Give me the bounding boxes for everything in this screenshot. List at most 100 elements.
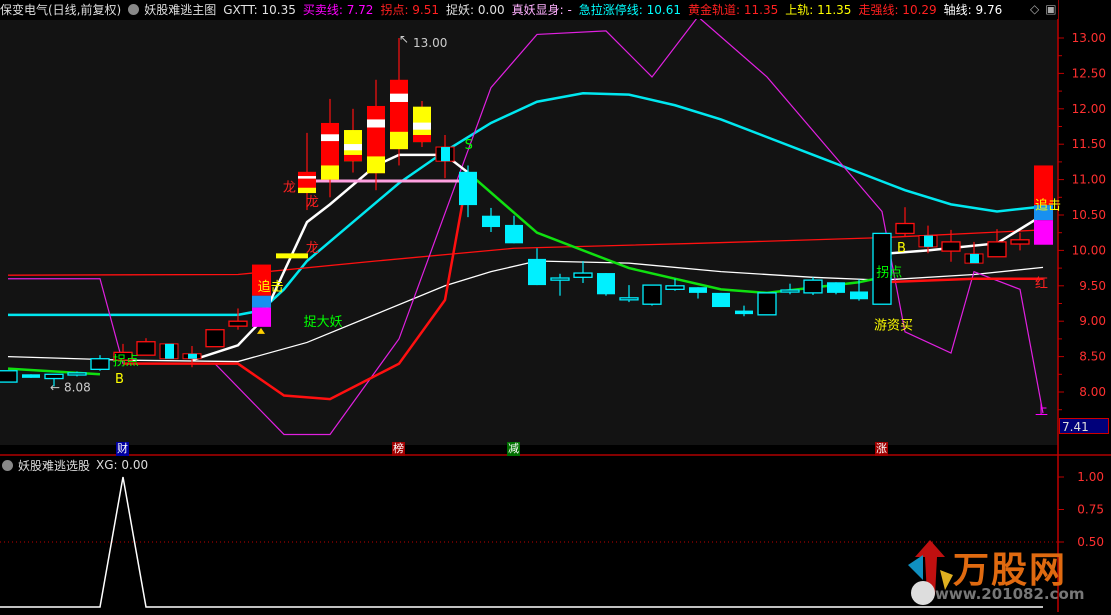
price-tick-label: 11.50	[1072, 137, 1106, 151]
indicator-name[interactable]: 妖股难逃主图	[144, 3, 217, 17]
price-tick-label: 10.00	[1072, 243, 1106, 257]
event-tag[interactable]: 涨	[875, 442, 888, 456]
candle[interactable]	[435, 134, 455, 179]
header-value-7: 上轨: 11.35	[785, 3, 852, 17]
header-value-2: 拐点: 9.51	[380, 3, 440, 17]
candle[interactable]	[642, 284, 662, 306]
sub-indicator-name[interactable]: 妖股难逃选股	[18, 458, 91, 473]
candle-stripe	[367, 119, 385, 128]
candle[interactable]	[735, 305, 753, 317]
candle-stripe	[390, 131, 408, 150]
signal-bar-red	[252, 264, 271, 296]
sub-tick-label: 0.50	[1077, 535, 1104, 549]
candle-core	[165, 343, 174, 359]
candle[interactable]	[780, 283, 800, 295]
indicator-face-icon[interactable]	[128, 4, 140, 15]
candle-body	[827, 282, 845, 293]
candle[interactable]	[850, 279, 868, 301]
event-tag[interactable]: 减	[507, 442, 520, 456]
main-chart-area[interactable]	[0, 20, 1058, 445]
candle[interactable]	[895, 207, 915, 237]
candle[interactable]	[159, 343, 179, 360]
candle[interactable]	[228, 308, 248, 330]
signal-bar-red	[1034, 165, 1053, 206]
candle[interactable]	[67, 371, 87, 377]
candle[interactable]	[298, 132, 316, 211]
candle[interactable]	[459, 165, 477, 218]
candle-body	[1010, 239, 1030, 245]
header-value-4: 真妖显身: -	[511, 3, 572, 17]
candle[interactable]	[573, 261, 593, 283]
candle[interactable]	[712, 292, 730, 308]
candle[interactable]	[872, 232, 892, 305]
candle[interactable]	[918, 225, 938, 254]
candle[interactable]	[22, 374, 40, 378]
candle[interactable]	[803, 277, 823, 296]
candle-stripe	[298, 176, 316, 179]
candle[interactable]	[689, 287, 707, 299]
candle[interactable]	[482, 207, 500, 232]
window-icon[interactable]: ▣	[1045, 2, 1057, 16]
red-thick-line	[881, 277, 1043, 284]
candle-body	[941, 241, 961, 252]
candle[interactable]	[205, 329, 225, 348]
candle[interactable]	[413, 101, 431, 148]
candle[interactable]	[827, 282, 845, 295]
diamond-icon[interactable]: ◇	[1030, 2, 1040, 16]
candle-core	[924, 235, 933, 247]
candle[interactable]	[619, 285, 639, 303]
price-tick-label: 13.00	[1072, 31, 1106, 45]
signal-label: 游资买	[874, 319, 913, 334]
candle[interactable]	[0, 370, 18, 383]
logo: 万股网 www.201082.com	[905, 535, 1105, 612]
candle[interactable]	[941, 229, 961, 262]
candle[interactable]	[276, 253, 308, 259]
candle[interactable]	[665, 278, 685, 291]
candle[interactable]	[367, 79, 385, 191]
candle[interactable]	[757, 292, 777, 316]
candle[interactable]	[252, 264, 271, 334]
candle-stripe	[390, 93, 408, 102]
candle[interactable]	[182, 345, 202, 368]
candle[interactable]	[44, 373, 64, 387]
candle[interactable]	[113, 343, 133, 361]
candle[interactable]	[136, 338, 156, 356]
event-tag[interactable]: 财	[116, 442, 129, 456]
candle[interactable]	[505, 215, 523, 244]
candle-stripe	[321, 165, 339, 180]
low-arrow-icon: ←	[50, 380, 60, 394]
candle[interactable]	[390, 38, 408, 166]
price-tick-label: 9.00	[1079, 314, 1106, 328]
signal-label: 追击	[258, 279, 284, 295]
candle[interactable]	[528, 248, 546, 286]
candle-body	[505, 224, 523, 244]
candle[interactable]	[987, 229, 1007, 258]
candle[interactable]	[1010, 232, 1030, 251]
candle-body	[90, 358, 110, 370]
sub-indicator-face-icon[interactable]	[2, 459, 13, 471]
candle-body	[895, 222, 915, 235]
candle[interactable]	[321, 98, 339, 198]
signal-label: 龙	[283, 181, 296, 196]
candle[interactable]	[344, 108, 362, 173]
price-tick-label: 8.00	[1079, 385, 1106, 399]
signal-bar-blue	[252, 295, 271, 308]
candle[interactable]	[90, 355, 110, 371]
candle[interactable]	[597, 273, 615, 296]
candle-body	[689, 287, 707, 293]
candle[interactable]	[1034, 165, 1053, 245]
candle-body	[228, 320, 248, 327]
event-tag[interactable]: 榜	[392, 442, 405, 456]
candle[interactable]	[550, 273, 570, 296]
candle-body	[712, 292, 730, 308]
white-thick-line	[881, 213, 1044, 256]
candle-stripe	[413, 134, 431, 143]
candle[interactable]	[964, 241, 984, 264]
price-tick-label: 12.00	[1072, 102, 1106, 116]
candle-body	[850, 291, 868, 300]
cyan-line	[8, 91, 1044, 317]
xg-line	[0, 476, 1043, 608]
candle-body	[987, 241, 1007, 258]
candle-body	[67, 372, 87, 376]
signal-bar-blue	[1034, 205, 1053, 221]
